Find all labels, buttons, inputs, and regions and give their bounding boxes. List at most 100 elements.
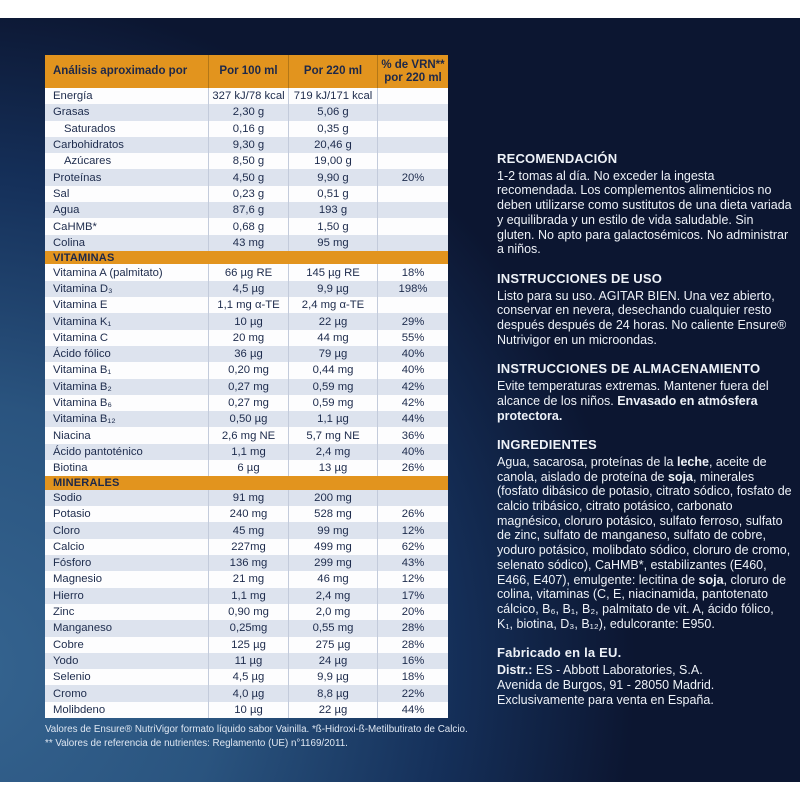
nutrient-value: 13 µg: [288, 460, 377, 477]
nutrient-value: 42%: [377, 394, 448, 412]
nutrient-value: 26%: [377, 506, 448, 523]
table-row: Agua 87,6 g 193 g: [45, 202, 448, 219]
table-row: Cobre 125 µg 275 µg 28%: [45, 636, 448, 653]
info-section-title: RECOMENDACIÓN: [497, 151, 618, 166]
table-row: Cloro 45 mg 99 mg 12%: [45, 522, 448, 539]
nutrient-value: 0,35 g: [288, 120, 377, 137]
nutrient-value: 4,50 g: [208, 169, 288, 186]
info-section: Fabricado en la EU. Distr.: ES - Abbott L…: [497, 646, 793, 707]
nutrient-value: 66 µg RE: [208, 264, 288, 281]
nutrient-value: 227mg: [208, 538, 288, 556]
nutrient-name: Sal: [53, 187, 70, 200]
nutrient-value: 327 kJ/78 kcal: [208, 88, 288, 105]
nutrient-value: 0,55 mg: [288, 620, 377, 637]
nutrient-name: Vitamina B₁₂: [53, 413, 116, 426]
nutrient-value: 17%: [377, 587, 448, 604]
nutrient-value: 44 mg: [288, 329, 377, 346]
nutrient-value: [377, 153, 448, 170]
nutrient-name: Manganeso: [53, 622, 113, 635]
table-row: Manganeso 0,25mg 0,55 mg 28%: [45, 620, 448, 637]
nutrient-value: 18%: [377, 264, 448, 281]
nutrient-value: 18%: [377, 669, 448, 686]
info-column: RECOMENDACIÓN 1-2 tomas al día. No excede…: [497, 151, 793, 722]
nutrient-name: Vitamina B₁: [53, 364, 112, 377]
table-row: Vitamina B₁₂ 0,50 µg 1,1 µg 44%: [45, 411, 448, 428]
nutrient-name: Saturados: [64, 122, 116, 135]
nutrient-name: Cromo: [53, 687, 87, 700]
table-body: Energía 327 kJ/78 kcal 719 kJ/171 kcal Gras…: [45, 88, 448, 718]
table-row: Yodo 11 µg 24 µg 16%: [45, 652, 448, 670]
nutrient-value: 12%: [377, 522, 448, 539]
nutrient-name: Colina: [53, 236, 86, 249]
nutrient-value: 79 µg: [288, 345, 377, 363]
nutrient-value: [377, 297, 448, 314]
info-section-body: Listo para su uso. AGITAR BIEN. Una vez …: [497, 288, 787, 347]
nutrient-value: 28%: [377, 636, 448, 653]
table-row: Magnesio 21 mg 46 mg 12%: [45, 571, 448, 588]
label-background: Análisis aproximado por Por 100 ml Por 220…: [0, 18, 800, 782]
nutrient-name: Vitamina K₁: [53, 315, 112, 328]
table-row: Potasio 240 mg 528 mg 26%: [45, 506, 448, 523]
nutrient-value: 0,59 mg: [288, 394, 377, 412]
nutrient-value: 20 mg: [208, 329, 288, 346]
nutrient-value: 0,44 mg: [288, 362, 377, 379]
table-row: Proteínas 4,50 g 9,90 g 20%: [45, 169, 448, 186]
table-row: Calcio 227mg 499 mg 62%: [45, 538, 448, 556]
nutrient-value: 528 mg: [288, 506, 377, 523]
table-row: Sodio 91 mg 200 mg: [45, 489, 448, 507]
nutrient-value: 44%: [377, 701, 448, 718]
table-row: Grasas 2,30 g 5,06 g: [45, 104, 448, 121]
nutrient-value: 0,20 mg: [208, 362, 288, 379]
table-row: Vitamina C 20 mg 44 mg 55%: [45, 329, 448, 346]
nutrient-name: CaHMB*: [53, 220, 97, 233]
nutrient-value: 12%: [377, 571, 448, 588]
info-section-title: INSTRUCCIONES DE ALMACENAMIENTO: [497, 361, 761, 377]
nutrient-value: 0,50 µg: [208, 411, 288, 428]
nutrient-value: [377, 489, 448, 507]
nutrient-value: 200 mg: [288, 489, 377, 507]
nutrient-value: 9,30 g: [208, 136, 288, 154]
info-section-title: INGREDIENTES: [497, 437, 597, 453]
table-row: Molibdeno 10 µg 22 µg 44%: [45, 701, 448, 718]
table-row: Biotina 6 µg 13 µg 26%: [45, 460, 448, 477]
nutrient-name: Ácido pantoténico: [53, 445, 143, 458]
nutrient-value: 99 mg: [288, 522, 377, 539]
table-header-cell: Por 100 ml: [208, 55, 288, 88]
nutrient-name: Agua: [53, 204, 80, 217]
nutrient-value: 55%: [377, 329, 448, 346]
table-section-header: MINERALES: [45, 476, 448, 490]
nutrient-value: 62%: [377, 538, 448, 556]
nutrient-value: [377, 202, 448, 219]
table-row: Niacina 2,6 mg NE 5,7 mg NE 36%: [45, 427, 448, 444]
table-row: Hierro 1,1 mg 2,4 mg 17%: [45, 587, 448, 604]
nutrient-value: 22 µg: [288, 313, 377, 330]
info-section-body: Evite temperaturas extremas. Mantener fu…: [497, 379, 769, 423]
nutrient-value: 46 mg: [288, 571, 377, 588]
nutrient-name: Cobre: [53, 638, 84, 651]
table-row: Sal 0,23 g 0,51 g: [45, 185, 448, 203]
nutrient-value: 21 mg: [208, 571, 288, 588]
nutrient-value: 2,30 g: [208, 104, 288, 121]
nutrient-value: 0,25mg: [208, 620, 288, 637]
nutrient-value: 299 mg: [288, 555, 377, 572]
nutrient-value: 719 kJ/171 kcal: [288, 88, 377, 105]
nutrient-value: 20%: [377, 603, 448, 621]
nutrient-value: 145 µg RE: [288, 264, 377, 281]
nutrient-name: Azúcares: [64, 155, 112, 168]
table-row: Vitamina K₁ 10 µg 22 µg 29%: [45, 313, 448, 330]
table-row: Vitamina A (palmitato) 66 µg RE 145 µg RE 1…: [45, 264, 448, 281]
nutrient-value: 40%: [377, 345, 448, 363]
nutrient-value: 0,23 g: [208, 185, 288, 203]
nutrient-value: 0,51 g: [288, 185, 377, 203]
nutrient-value: 20,46 g: [288, 136, 377, 154]
nutrient-name: Fósforo: [53, 557, 92, 570]
nutrient-name: Energía: [53, 90, 93, 103]
table-row: Vitamina B₂ 0,27 mg 0,59 mg 42%: [45, 378, 448, 395]
nutrient-name: Magnesio: [53, 573, 102, 586]
nutrient-name: Yodo: [53, 654, 79, 667]
table-row: Selenio 4,5 µg 9,9 µg 18%: [45, 669, 448, 686]
nutrient-value: 45 mg: [208, 522, 288, 539]
table-row: Vitamina B₆ 0,27 mg 0,59 mg 42%: [45, 394, 448, 412]
table-row: CaHMB* 0,68 g 1,50 g: [45, 218, 448, 235]
nutrient-value: 275 µg: [288, 636, 377, 653]
